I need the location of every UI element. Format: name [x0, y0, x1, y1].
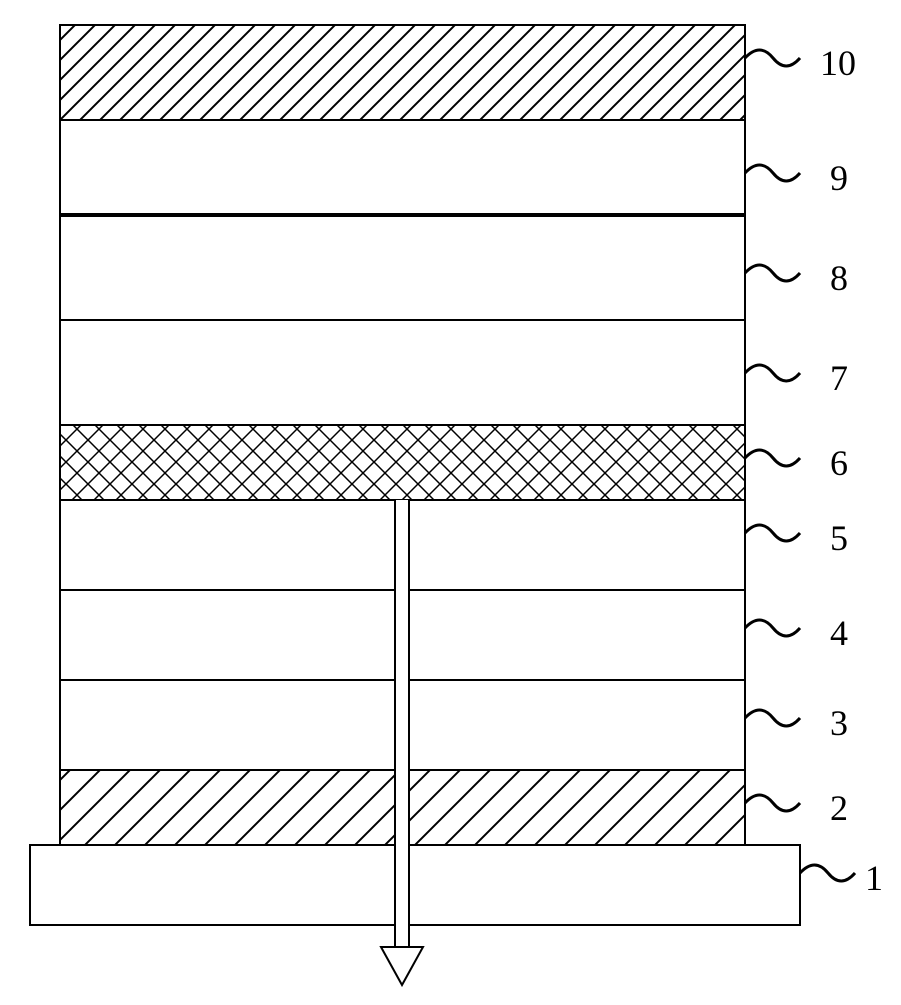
arrow-head-icon: [381, 947, 423, 985]
layer-9: [60, 120, 745, 215]
layer-10: [60, 25, 745, 120]
diagram-svg: [0, 0, 901, 1000]
layer-1-substrate: [30, 845, 800, 925]
label-8: 8: [830, 257, 848, 299]
label-5: 5: [830, 517, 848, 559]
layer-7: [60, 320, 745, 425]
label-4: 4: [830, 612, 848, 654]
label-7: 7: [830, 357, 848, 399]
label-9: 9: [830, 157, 848, 199]
label-10: 10: [820, 42, 856, 84]
label-1: 1: [865, 857, 883, 899]
layer-stack-diagram: 10 9 8 7 6 5 4 3 2 1: [0, 0, 901, 1000]
label-6: 6: [830, 442, 848, 484]
layer-6: [60, 425, 745, 500]
label-2: 2: [830, 787, 848, 829]
layer-8: [60, 215, 745, 320]
label-3: 3: [830, 702, 848, 744]
